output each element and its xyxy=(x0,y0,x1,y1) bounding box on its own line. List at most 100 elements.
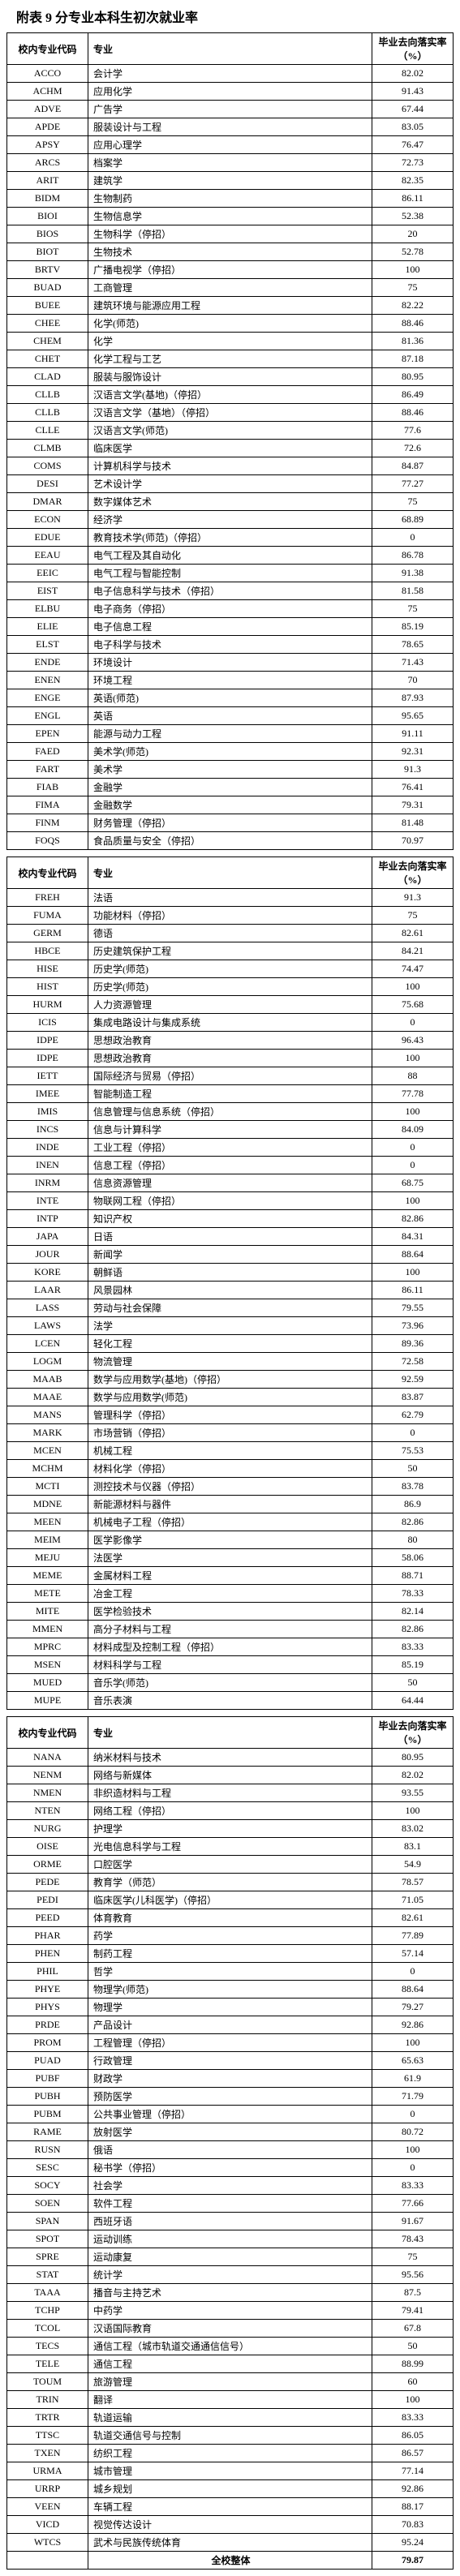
cell-code: HBCE xyxy=(7,942,88,960)
cell-rate: 82.86 xyxy=(372,1621,454,1638)
cell-code: FREH xyxy=(7,889,88,907)
cell-rate: 79.55 xyxy=(372,1299,454,1317)
cell-name: 车辆工程 xyxy=(88,2498,372,2516)
cell-name: 环境设计 xyxy=(88,654,372,672)
table-row: NMEN非织造材料与工程93.55 xyxy=(7,1784,454,1802)
cell-name: 金融学 xyxy=(88,779,372,796)
table-row: MPRC材料成型及控制工程（停招）83.33 xyxy=(7,1638,454,1656)
table-row: MANS管理科学（停招）62.79 xyxy=(7,1406,454,1424)
cell-name: 放射医学 xyxy=(88,2123,372,2141)
table-row: MAAE数学与应用数学(师范)83.87 xyxy=(7,1389,454,1406)
cell-rate: 81.36 xyxy=(372,333,454,350)
cell-rate: 91.11 xyxy=(372,725,454,743)
cell-name: 材料科学与工程 xyxy=(88,1656,372,1674)
cell-code: LAAR xyxy=(7,1282,88,1299)
cell-rate: 75 xyxy=(372,279,454,297)
cell-rate: 71.43 xyxy=(372,654,454,672)
table-row: CHET化学工程与工艺87.18 xyxy=(7,350,454,368)
cell-rate: 0 xyxy=(372,1139,454,1157)
cell-name: 物理学 xyxy=(88,1999,372,2016)
cell-rate: 0 xyxy=(372,2159,454,2177)
cell-rate: 95.24 xyxy=(372,2534,454,2552)
cell-rate: 100 xyxy=(372,261,454,279)
table-row: METE冶金工程78.33 xyxy=(7,1585,454,1603)
cell-rate: 86.11 xyxy=(372,190,454,208)
cell-rate: 82.22 xyxy=(372,297,454,315)
table-row: ENGL英语95.65 xyxy=(7,707,454,725)
cell-name: 知识产权 xyxy=(88,1210,372,1228)
cell-rate: 91.43 xyxy=(372,83,454,101)
cell-code: SOCY xyxy=(7,2177,88,2195)
table-row: LAWS法学73.96 xyxy=(7,1317,454,1335)
cell-name: 数学与应用数学(师范) xyxy=(88,1389,372,1406)
table-row: PHEN制药工程57.14 xyxy=(7,1945,454,1963)
cell-code: URRP xyxy=(7,2480,88,2498)
cell-name: 思想政治教育 xyxy=(88,1032,372,1050)
cell-code: ACHM xyxy=(7,83,88,101)
cell-code: ORME xyxy=(7,1856,88,1874)
cell-name: 医学检验技术 xyxy=(88,1603,372,1621)
cell-rate: 82.35 xyxy=(372,172,454,190)
table-row: MDNE新能源材料与器件86.9 xyxy=(7,1496,454,1513)
cell-code: LASS xyxy=(7,1299,88,1317)
table-row: LOGM物流管理72.58 xyxy=(7,1353,454,1371)
cell-rate: 87.5 xyxy=(372,2284,454,2302)
table-row: IMEE智能制造工程77.78 xyxy=(7,1085,454,1103)
cell-rate: 92.86 xyxy=(372,2480,454,2498)
cell-name: 通信工程 xyxy=(88,2355,372,2373)
cell-rate: 65.63 xyxy=(372,2052,454,2070)
cell-code: IMEE xyxy=(7,1085,88,1103)
table-row: ICIS集成电路设计与集成系统0 xyxy=(7,1014,454,1032)
cell-name: 能源与动力工程 xyxy=(88,725,372,743)
table-row: MEIM医学影像学80 xyxy=(7,1531,454,1549)
cell-name: 英语(师范) xyxy=(88,689,372,707)
cell-rate: 0 xyxy=(372,1963,454,1981)
cell-name: 数学与应用数学(基地)（停招） xyxy=(88,1371,372,1389)
cell-name: 俄语 xyxy=(88,2141,372,2159)
cell-code: BIOS xyxy=(7,225,88,243)
cell-code: MUED xyxy=(7,1674,88,1692)
cell-name: 管理科学（停招） xyxy=(88,1406,372,1424)
cell-code: SPRE xyxy=(7,2248,88,2266)
cell-name: 纺织工程 xyxy=(88,2445,372,2462)
table-row: SESC秘书学（停招）0 xyxy=(7,2159,454,2177)
cell-code: CHET xyxy=(7,350,88,368)
table-row: HIST历史学(师范)100 xyxy=(7,978,454,996)
cell-code: INDE xyxy=(7,1139,88,1157)
table-row: INDE工业工程（停招）0 xyxy=(7,1139,454,1157)
cell-rate: 71.05 xyxy=(372,1891,454,1909)
table-row: INTP知识产权82.86 xyxy=(7,1210,454,1228)
cell-name: 财务管理（停招） xyxy=(88,814,372,832)
cell-code: CLLE xyxy=(7,422,88,440)
cell-rate: 82.86 xyxy=(372,1513,454,1531)
table-row: PUAD行政管理65.63 xyxy=(7,2052,454,2070)
cell-code: WTCS xyxy=(7,2534,88,2552)
table-row: PUBM公共事业管理（停招）0 xyxy=(7,2106,454,2123)
cell-name: 运动训练 xyxy=(88,2230,372,2248)
cell-rate: 88.64 xyxy=(372,1246,454,1264)
cell-rate: 84.31 xyxy=(372,1228,454,1246)
cell-rate: 83.33 xyxy=(372,1638,454,1656)
cell-code: SOEN xyxy=(7,2195,88,2213)
cell-rate: 70.97 xyxy=(372,832,454,850)
cell-code: IETT xyxy=(7,1067,88,1085)
cell-rate: 50 xyxy=(372,1674,454,1692)
cell-code: ARIT xyxy=(7,172,88,190)
cell-name: 材料成型及控制工程（停招） xyxy=(88,1638,372,1656)
cell-rate: 88 xyxy=(372,1067,454,1085)
cell-code: MDNE xyxy=(7,1496,88,1513)
cell-rate: 91.38 xyxy=(372,565,454,582)
table-row: INTE物联网工程（停招）100 xyxy=(7,1192,454,1210)
cell-code: GERM xyxy=(7,925,88,942)
cell-code: PEDE xyxy=(7,1874,88,1891)
cell-rate: 91.67 xyxy=(372,2213,454,2230)
table-row: FIAB金融学76.41 xyxy=(7,779,454,796)
table-row: TAAA播音与主持艺术87.5 xyxy=(7,2284,454,2302)
cell-rate: 83.1 xyxy=(372,1838,454,1856)
cell-code: ELIE xyxy=(7,618,88,636)
cell-name: 历史建筑保护工程 xyxy=(88,942,372,960)
cell-name: 生物科学（停招） xyxy=(88,225,372,243)
cell-rate: 81.48 xyxy=(372,814,454,832)
cell-name: 冶金工程 xyxy=(88,1585,372,1603)
table-row: ENEN环境工程70 xyxy=(7,672,454,689)
